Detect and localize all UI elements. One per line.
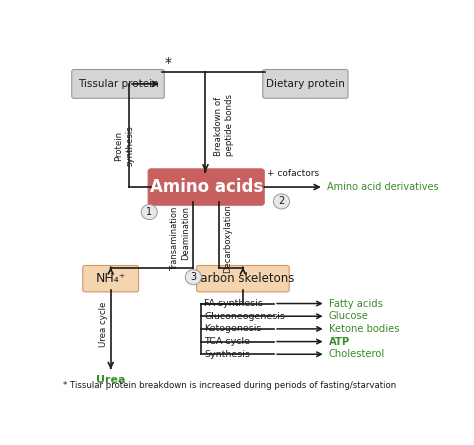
- Text: Transamination
Deamination: Transamination Deamination: [170, 206, 190, 271]
- Text: ATP: ATP: [328, 336, 350, 347]
- Text: Urea cycle: Urea cycle: [99, 301, 108, 347]
- FancyBboxPatch shape: [83, 266, 138, 292]
- FancyBboxPatch shape: [72, 69, 164, 98]
- Text: + cofactors: + cofactors: [267, 170, 319, 178]
- Text: Breakdown of
peptide bonds: Breakdown of peptide bonds: [213, 94, 234, 156]
- FancyBboxPatch shape: [263, 69, 348, 98]
- Text: FA synthesis: FA synthesis: [204, 299, 263, 308]
- Text: 1: 1: [146, 207, 152, 217]
- Text: Dietary protein: Dietary protein: [266, 79, 345, 89]
- Text: Protein
synthesis: Protein synthesis: [115, 125, 135, 166]
- Text: * Tissular protein breakdown is increased during periods of fasting/starvation: * Tissular protein breakdown is increase…: [63, 381, 396, 390]
- Text: *: *: [164, 56, 171, 70]
- Circle shape: [273, 194, 290, 209]
- Circle shape: [141, 205, 157, 219]
- Text: Decarboxylation: Decarboxylation: [223, 204, 232, 273]
- Text: TCA cycle: TCA cycle: [204, 337, 250, 346]
- Text: Fatty acids: Fatty acids: [328, 299, 383, 308]
- Text: 2: 2: [278, 196, 284, 206]
- Text: 3: 3: [190, 272, 196, 282]
- FancyBboxPatch shape: [148, 169, 264, 205]
- Text: Tissular protein: Tissular protein: [78, 79, 158, 89]
- Text: Ketone bodies: Ketone bodies: [328, 324, 399, 334]
- Circle shape: [185, 270, 201, 285]
- Text: Glucose: Glucose: [328, 311, 368, 321]
- Text: NH₄⁺: NH₄⁺: [95, 272, 126, 285]
- FancyBboxPatch shape: [197, 266, 289, 292]
- Text: Urea: Urea: [96, 376, 126, 385]
- Text: Amino acids: Amino acids: [150, 178, 263, 196]
- Text: Cholesterol: Cholesterol: [328, 349, 385, 359]
- Text: Amino acid derivatives: Amino acid derivatives: [328, 182, 439, 192]
- Text: Ketogenesis: Ketogenesis: [204, 324, 262, 333]
- Text: Carbon skeletons: Carbon skeletons: [192, 272, 294, 285]
- Text: Synthesis: Synthesis: [204, 350, 250, 359]
- Text: Gluconeogenesis: Gluconeogenesis: [204, 312, 285, 321]
